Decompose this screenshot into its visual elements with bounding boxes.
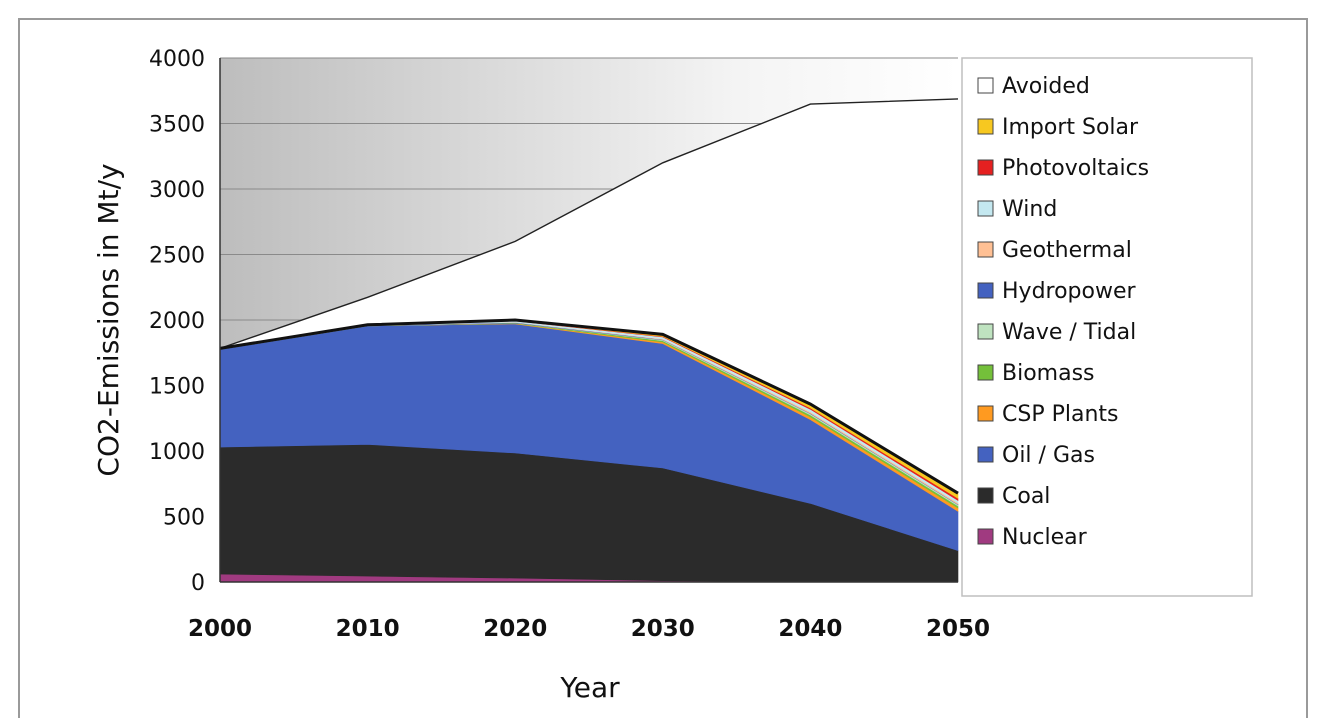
- legend-label-avoided: Avoided: [1002, 74, 1090, 99]
- x-tick-2020: 2020: [483, 616, 547, 642]
- legend-swatch-csp-plants: [977, 405, 994, 422]
- legend-swatch-nuclear: [977, 528, 994, 545]
- y-tick-labels: 0 500 1000 1500 2000 2500 3000 3500 4000: [149, 47, 205, 596]
- legend-swatch-oil-gas: [977, 446, 994, 463]
- legend-swatch-hydropower: [977, 282, 994, 299]
- y-tick-1000: 1000: [149, 440, 205, 465]
- legend-swatch-biomass: [977, 364, 994, 381]
- legend-swatch-coal: [977, 487, 994, 504]
- y-axis-label: CO2-Emissions in Mt/y: [92, 163, 125, 476]
- y-tick-0: 0: [191, 571, 205, 596]
- legend-label-hydropower: Hydropower: [1002, 279, 1137, 304]
- legend-label-csp-plants: CSP Plants: [1002, 402, 1118, 427]
- legend-label-geothermal: Geothermal: [1002, 238, 1132, 263]
- legend-label-photovoltaics: Photovoltaics: [1002, 156, 1149, 181]
- legend-swatch-wave-tidal: [977, 323, 994, 340]
- legend-box: [961, 57, 1253, 597]
- x-tick-2050: 2050: [926, 616, 990, 642]
- legend-label-wave-tidal: Wave / Tidal: [1002, 320, 1136, 345]
- legend-swatch-import-solar: [977, 118, 994, 135]
- y-tick-3000: 3000: [149, 178, 205, 203]
- x-tick-2040: 2040: [778, 616, 842, 642]
- legend-label-coal: Coal: [1002, 484, 1050, 509]
- x-tick-2030: 2030: [631, 616, 695, 642]
- area-avoided: [220, 98, 958, 494]
- legend-swatch-wind: [977, 200, 994, 217]
- legend-swatch-geothermal: [977, 241, 994, 258]
- legend: Avoided Import Solar Photovoltaics Wind Geot…: [961, 57, 1253, 597]
- y-tick-1500: 1500: [149, 375, 205, 400]
- x-tick-2010: 2010: [336, 616, 400, 642]
- legend-label-oil-gas: Oil / Gas: [1002, 443, 1095, 468]
- x-axis-label: Year: [559, 671, 620, 704]
- stacked-areas: [219, 98, 959, 583]
- x-tick-2000: 2000: [188, 616, 252, 642]
- legend-swatch-photovoltaics: [977, 159, 994, 176]
- x-tick-labels: 2000 2010 2020 2030 2040 2050: [188, 616, 990, 642]
- y-tick-2500: 2500: [149, 244, 205, 269]
- y-tick-500: 500: [163, 506, 205, 531]
- legend-swatch-avoided: [977, 77, 994, 94]
- y-tick-3500: 3500: [149, 113, 205, 138]
- y-tick-4000: 4000: [149, 47, 205, 72]
- legend-label-import-solar: Import Solar: [1002, 115, 1139, 140]
- total-outline-line: [219, 98, 959, 350]
- y-tick-2000: 2000: [149, 309, 205, 334]
- legend-label-nuclear: Nuclear: [1002, 525, 1088, 550]
- legend-label-biomass: Biomass: [1002, 361, 1095, 386]
- legend-label-wind: Wind: [1002, 197, 1057, 222]
- emissions-edge-line: [219, 318, 959, 495]
